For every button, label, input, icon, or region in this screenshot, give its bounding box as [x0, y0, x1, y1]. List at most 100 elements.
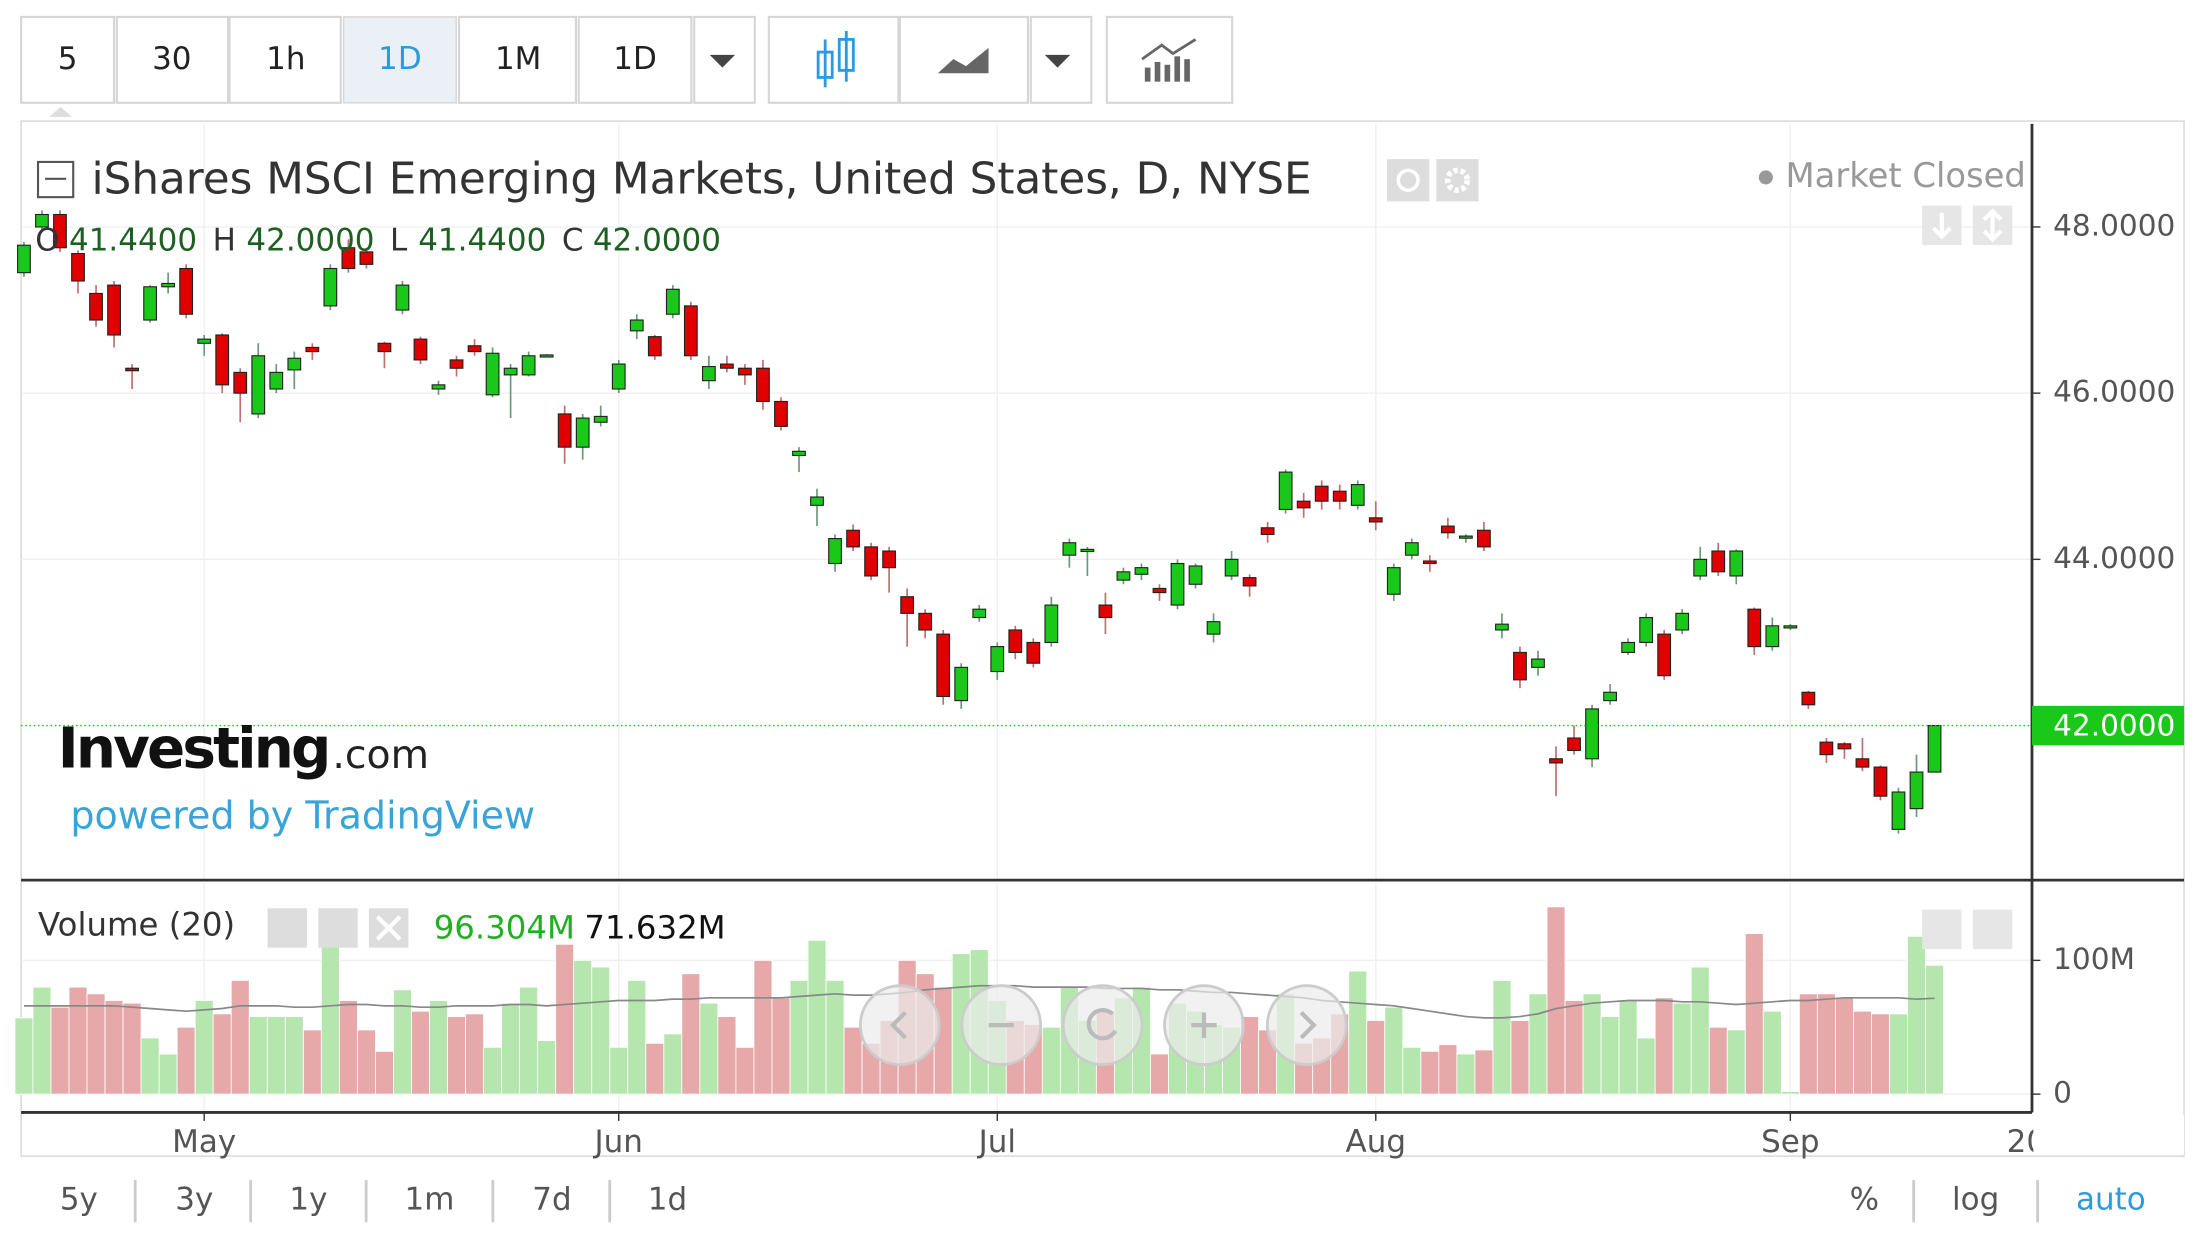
candle-body	[1855, 758, 1870, 768]
last-price-label: 42.0000	[2053, 708, 2175, 742]
volume-bar	[825, 980, 845, 1095]
candle-body	[1675, 612, 1690, 631]
volume-bar	[1546, 906, 1566, 1095]
y-tick-label: 44.0000	[2053, 541, 2175, 575]
chart-frame	[20, 120, 2185, 1157]
candle-body	[1458, 535, 1473, 539]
x-tick-label: May	[172, 1124, 236, 1160]
candle-body	[575, 417, 590, 448]
candle-body	[864, 546, 878, 577]
candle-body	[665, 288, 680, 315]
line-type-button[interactable]	[898, 15, 1030, 104]
ohlc-legend: O 41.4400 H 42.0000 L 41.4400 C 42.0000	[35, 223, 721, 259]
volume-bar	[1636, 1037, 1656, 1095]
visibility-button[interactable]	[1387, 159, 1430, 202]
candle-body	[1152, 587, 1167, 594]
volume-bar	[1041, 1026, 1061, 1095]
range[interactable]: 1d	[648, 1182, 687, 1218]
candle-body	[1711, 550, 1726, 573]
scroll-right[interactable]	[1265, 984, 1348, 1066]
ohlc-key: C	[562, 223, 584, 259]
ohlc-key: H	[213, 223, 236, 259]
gear-icon	[1444, 167, 1471, 193]
settings-button[interactable]	[318, 908, 358, 948]
volume-bar	[374, 1050, 394, 1095]
button[interactable]	[577, 15, 693, 104]
scale-option[interactable]: %	[1850, 1182, 1879, 1218]
scale-option[interactable]: auto	[2076, 1182, 2146, 1218]
settings-button[interactable]	[1436, 159, 1479, 202]
volume-bar	[1654, 997, 1674, 1095]
candle-body	[251, 355, 266, 415]
volume-bar	[1420, 1050, 1440, 1095]
reset[interactable]	[1061, 984, 1144, 1066]
candle-body	[1657, 633, 1672, 677]
volume-bar	[320, 939, 340, 1095]
x-tick-label: Jul	[977, 1124, 1016, 1160]
volume-bar	[50, 1006, 70, 1095]
volume-bar	[194, 1000, 214, 1095]
candle-body	[1062, 542, 1077, 556]
candle-body	[305, 346, 320, 353]
volume-bar	[248, 1016, 268, 1095]
x-tick-label: Aug	[1346, 1124, 1406, 1160]
volume-bar	[645, 1042, 665, 1095]
candle-body	[647, 336, 662, 357]
scroll-left[interactable]	[858, 984, 941, 1066]
range[interactable]: 7d	[532, 1182, 571, 1218]
volume-bar	[609, 1046, 629, 1095]
interval[interactable]: 1h	[266, 41, 305, 77]
candle-body	[683, 305, 698, 357]
candle-body	[1260, 527, 1275, 535]
volume-bar	[843, 1026, 863, 1095]
axis-corner	[2033, 1115, 2185, 1155]
candle-body	[1404, 542, 1419, 556]
candle-body	[828, 538, 842, 565]
candle-body	[89, 292, 103, 321]
volume-bar	[338, 1000, 358, 1095]
scale-option[interactable]: log	[1952, 1182, 1999, 1218]
volume-bar	[1492, 980, 1512, 1095]
range[interactable]: 5y	[60, 1182, 98, 1218]
volume-bar	[735, 1046, 755, 1095]
y-tick-label: 48.0000	[2053, 208, 2175, 242]
volume-bar	[1510, 1020, 1530, 1095]
volume-bar	[1366, 1020, 1386, 1095]
button[interactable]	[20, 15, 116, 104]
scroll-button[interactable]	[1922, 909, 1962, 950]
volume-bar	[140, 1037, 160, 1095]
interval[interactable]: 5	[58, 41, 78, 77]
volume-bar	[122, 1002, 142, 1095]
button[interactable]	[458, 15, 577, 104]
volume-bar	[519, 986, 539, 1095]
chart-title: iShares MSCI Emerging Markets, United St…	[92, 154, 1312, 205]
range[interactable]: 1m	[405, 1182, 455, 1218]
volume-bar	[753, 959, 773, 1095]
candle-body	[161, 282, 176, 288]
candle-body	[701, 365, 716, 382]
indicators-button[interactable]	[1105, 15, 1234, 104]
collapse-arrow[interactable]	[49, 107, 72, 117]
button-active[interactable]	[342, 16, 457, 104]
line-icon	[937, 47, 989, 74]
range[interactable]: 3y	[175, 1182, 213, 1218]
button[interactable]	[115, 15, 230, 104]
candle-body	[1747, 608, 1762, 648]
volume-bar	[1438, 1044, 1458, 1095]
volume-bar	[1726, 1029, 1746, 1095]
candle-body	[1495, 623, 1509, 631]
button[interactable]	[228, 15, 342, 104]
visibility-button[interactable]	[267, 908, 307, 948]
interval[interactable]: 30	[152, 41, 191, 77]
x-tick-label: Jun	[593, 1124, 643, 1160]
candle-body	[1621, 641, 1636, 653]
zoom-icons	[889, 1008, 1317, 1041]
range[interactable]: 1y	[289, 1182, 327, 1218]
volume-bar	[1618, 1000, 1638, 1095]
scroll-button[interactable]	[1972, 909, 2013, 950]
interval[interactable]: 1D	[378, 41, 422, 77]
interval[interactable]: 1M	[495, 41, 541, 77]
volume-bar	[68, 986, 88, 1095]
volume-title: Volume (20)	[38, 906, 235, 944]
interval[interactable]: 1D	[613, 41, 657, 77]
